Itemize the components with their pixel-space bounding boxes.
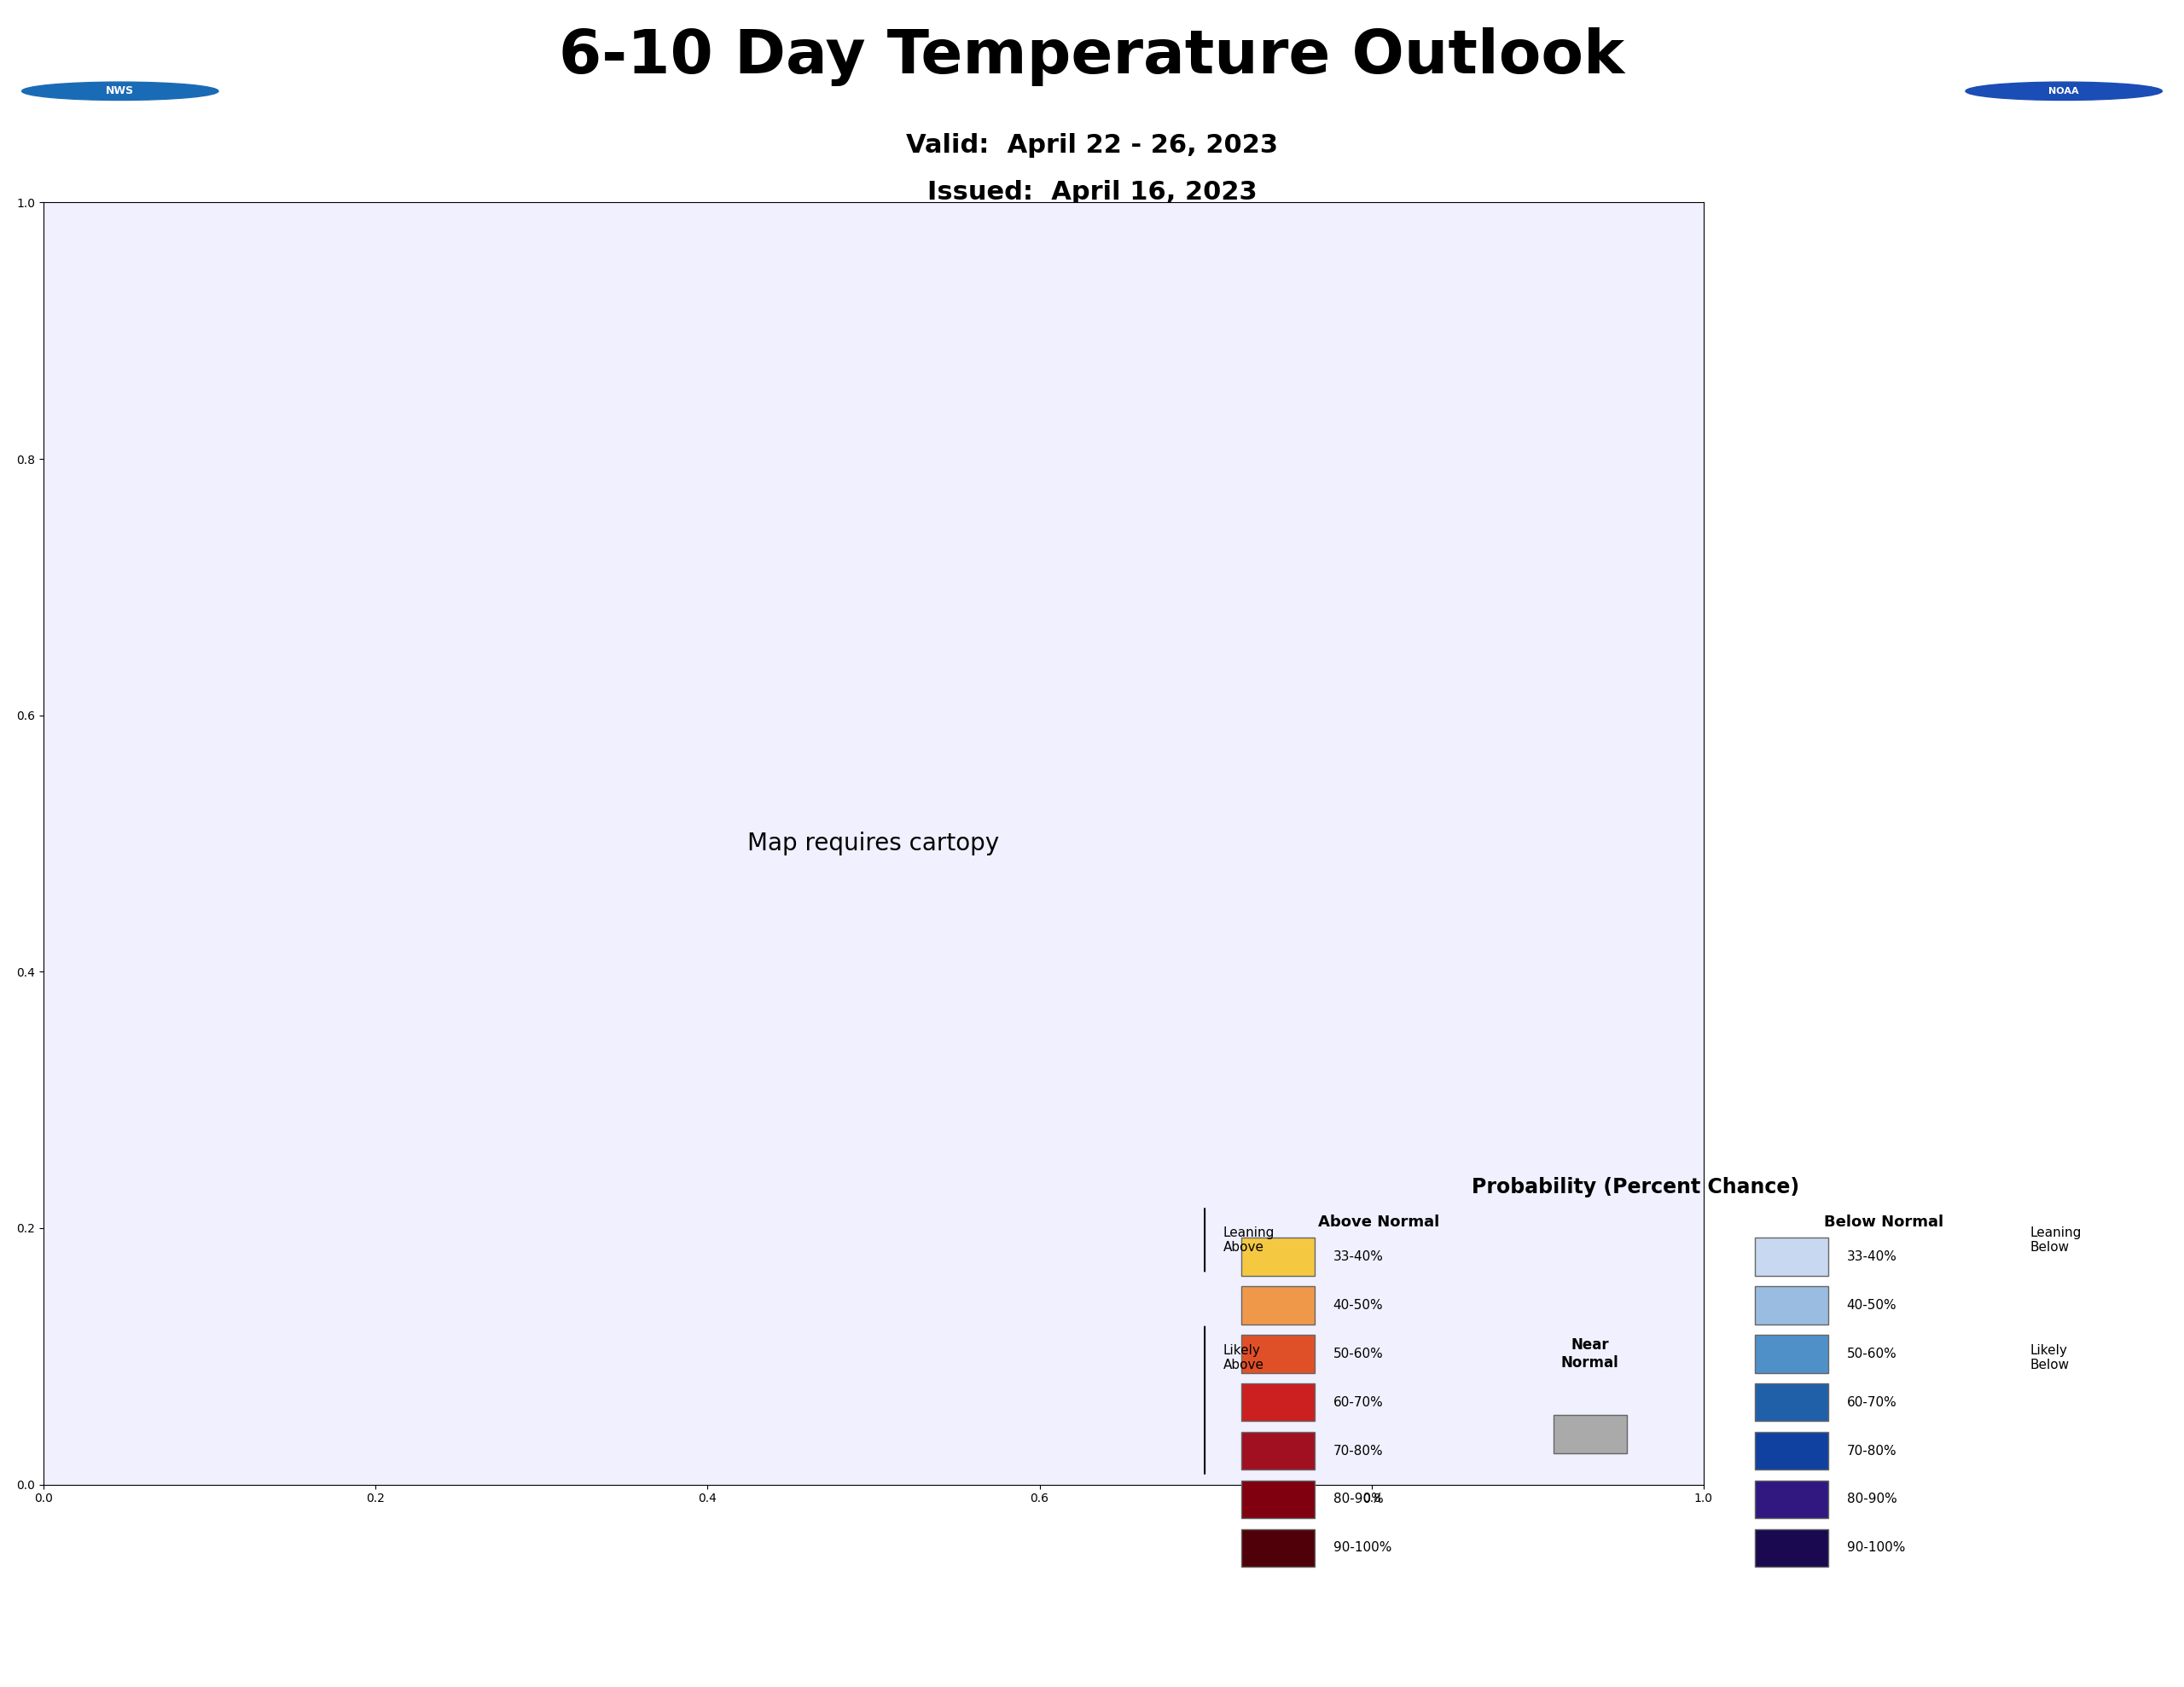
FancyBboxPatch shape: [1241, 1238, 1315, 1275]
Text: 33-40%: 33-40%: [1848, 1250, 1898, 1264]
Text: 80-90%: 80-90%: [1332, 1493, 1382, 1506]
Text: 60-70%: 60-70%: [1848, 1395, 1898, 1409]
FancyBboxPatch shape: [1756, 1528, 1828, 1567]
FancyBboxPatch shape: [1241, 1481, 1315, 1518]
FancyBboxPatch shape: [1756, 1432, 1828, 1469]
Text: 50-60%: 50-60%: [1332, 1348, 1382, 1360]
Text: 6-10 Day Temperature Outlook: 6-10 Day Temperature Outlook: [559, 27, 1625, 86]
Text: NWS: NWS: [107, 86, 133, 96]
Text: Likely
Below: Likely Below: [2031, 1345, 2070, 1372]
FancyBboxPatch shape: [1553, 1415, 1627, 1453]
Text: Map requires cartopy: Map requires cartopy: [747, 832, 1000, 855]
Text: Near
Normal: Near Normal: [1562, 1338, 1618, 1370]
FancyBboxPatch shape: [1756, 1334, 1828, 1373]
Text: 60-70%: 60-70%: [1332, 1395, 1382, 1409]
Text: 40-50%: 40-50%: [1332, 1299, 1382, 1312]
Text: 40-50%: 40-50%: [1848, 1299, 1898, 1312]
FancyBboxPatch shape: [1241, 1432, 1315, 1469]
FancyBboxPatch shape: [1756, 1481, 1828, 1518]
Text: 50-60%: 50-60%: [1848, 1348, 1898, 1360]
Text: 70-80%: 70-80%: [1848, 1444, 1898, 1458]
Text: 80-90%: 80-90%: [1848, 1493, 1898, 1506]
FancyBboxPatch shape: [1756, 1383, 1828, 1420]
FancyBboxPatch shape: [1241, 1285, 1315, 1324]
Text: 90-100%: 90-100%: [1332, 1542, 1391, 1554]
Text: Above Normal: Above Normal: [1319, 1215, 1439, 1230]
Text: 70-80%: 70-80%: [1332, 1444, 1382, 1458]
FancyBboxPatch shape: [1241, 1334, 1315, 1373]
Text: Probability (Percent Chance): Probability (Percent Chance): [1472, 1178, 1800, 1198]
Text: Below Normal: Below Normal: [1824, 1215, 1944, 1230]
FancyBboxPatch shape: [1241, 1383, 1315, 1420]
FancyBboxPatch shape: [1756, 1238, 1828, 1275]
FancyBboxPatch shape: [1756, 1285, 1828, 1324]
Circle shape: [22, 83, 218, 100]
Text: Issued:  April 16, 2023: Issued: April 16, 2023: [926, 181, 1258, 204]
Text: Likely
Above: Likely Above: [1223, 1345, 1265, 1372]
Circle shape: [1966, 83, 2162, 100]
FancyBboxPatch shape: [1241, 1528, 1315, 1567]
Text: Valid:  April 22 - 26, 2023: Valid: April 22 - 26, 2023: [906, 133, 1278, 159]
Text: 90-100%: 90-100%: [1848, 1542, 1904, 1554]
Text: Leaning
Below: Leaning Below: [2031, 1226, 2081, 1253]
Text: Leaning
Above: Leaning Above: [1223, 1226, 1275, 1253]
Text: NOAA: NOAA: [2049, 86, 2079, 96]
Text: 33-40%: 33-40%: [1332, 1250, 1382, 1264]
